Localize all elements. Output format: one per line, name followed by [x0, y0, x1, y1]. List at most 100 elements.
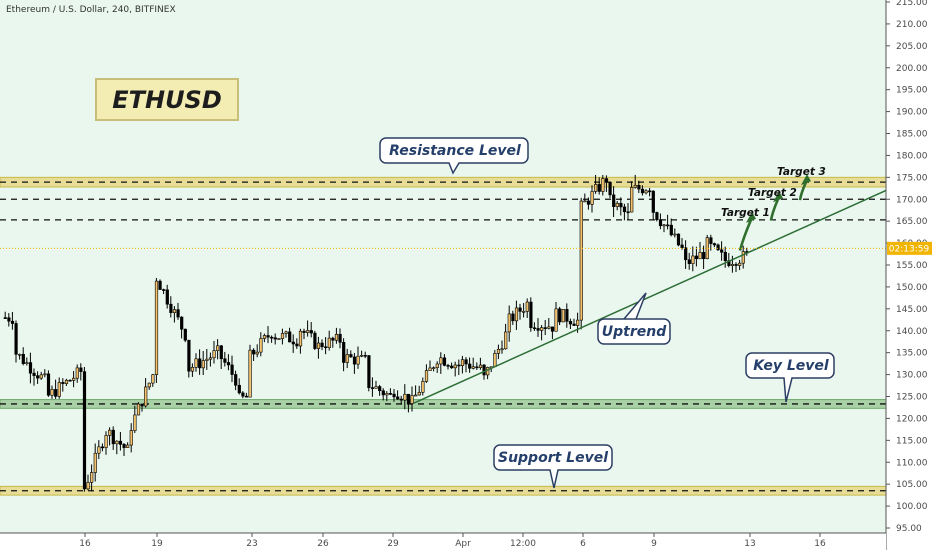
bear-candle-body — [586, 200, 591, 205]
bear-candle-body — [266, 335, 270, 338]
candle — [57, 377, 61, 399]
bear-candle-body — [324, 346, 328, 349]
bear-candle-body — [28, 362, 33, 374]
bear-candle-body — [676, 233, 681, 246]
bull-candle-body — [500, 348, 504, 351]
candle — [154, 277, 159, 383]
y-tick-label: 185.00 — [896, 130, 928, 140]
bull-candle-body — [50, 389, 54, 396]
uptrend-callout-shape — [597, 292, 671, 345]
bull-candle-body — [57, 382, 61, 397]
candle — [205, 348, 209, 370]
bear-candle-body — [187, 339, 191, 372]
candle — [252, 348, 256, 361]
support-callout-shape — [493, 444, 613, 489]
bear-candle-body — [669, 224, 673, 236]
bear-candle-body — [100, 446, 105, 449]
candle — [313, 330, 317, 350]
candle — [396, 390, 400, 401]
bull-candle-body — [741, 251, 745, 264]
candle — [115, 440, 119, 455]
candle — [363, 351, 367, 359]
bull-candle-body — [277, 338, 281, 340]
bear-candle-body — [7, 317, 11, 322]
bull-candle-body — [579, 200, 583, 321]
bear-candle-body — [511, 313, 515, 322]
candle — [162, 288, 166, 295]
bear-candle-body — [392, 393, 396, 398]
candle — [637, 180, 641, 194]
candle — [561, 309, 565, 323]
candle — [651, 190, 655, 220]
y-tick-label: 125.00 — [896, 393, 928, 403]
candle — [259, 332, 263, 357]
candle — [709, 234, 713, 251]
candle — [410, 386, 414, 412]
candle — [457, 359, 461, 376]
bull-candle-body — [691, 255, 695, 264]
candle — [72, 371, 76, 388]
bull-candle-body — [39, 374, 43, 379]
bull-candle-body — [496, 348, 501, 354]
bear-candle-body — [270, 336, 274, 339]
target-3-arrow — [798, 174, 811, 201]
bull-candle-body — [316, 342, 321, 349]
candle — [536, 318, 540, 337]
bear-candle-body — [619, 202, 623, 208]
candle — [385, 391, 389, 402]
candle — [180, 316, 184, 339]
bull-candle-body — [18, 353, 22, 356]
bear-candle-body — [468, 363, 472, 369]
bull-candle-body — [504, 331, 508, 350]
target-1-arrow-shaft — [738, 219, 753, 251]
candle — [554, 301, 558, 332]
bear-candle-body — [532, 327, 537, 330]
bear-candle-body — [349, 354, 353, 358]
candle — [712, 242, 717, 248]
candle — [543, 320, 547, 336]
bear-candle-body — [637, 185, 641, 190]
candle — [622, 203, 627, 221]
candle — [522, 302, 526, 318]
candle — [648, 187, 652, 197]
y-tick-label: 200.00 — [896, 64, 928, 74]
bear-candle-body — [597, 184, 601, 192]
candle — [93, 443, 97, 482]
y-tick-label: 165.00 — [896, 217, 928, 227]
y-tick-label: 205.00 — [896, 42, 928, 52]
candle — [586, 197, 591, 210]
candle — [673, 228, 677, 238]
support-callout: Support Level — [493, 444, 613, 489]
bull-candle-body — [601, 178, 605, 192]
candle — [439, 352, 443, 374]
candle — [414, 385, 418, 397]
bull-candle-body — [298, 330, 303, 347]
candle — [147, 382, 151, 390]
bull-candle-body — [561, 309, 565, 323]
bull-candle-body — [259, 338, 263, 353]
candle — [475, 362, 479, 371]
candle — [54, 379, 58, 399]
candle — [666, 214, 670, 230]
candle — [547, 318, 551, 330]
candle — [176, 302, 180, 320]
bull-candle-body — [75, 367, 79, 379]
bear-candle-body — [684, 247, 688, 261]
candle — [612, 186, 616, 217]
candle — [104, 431, 108, 455]
candle — [684, 240, 688, 269]
bull-candle-body — [194, 358, 198, 368]
bull-candle-body — [345, 354, 349, 363]
bear-candle-body — [342, 342, 346, 363]
x-tick-label: 19 — [151, 539, 163, 549]
bull-candle-body — [424, 370, 429, 382]
bear-candle-body — [252, 349, 256, 355]
bull-candle-body — [662, 224, 666, 227]
candle — [518, 303, 522, 320]
y-tick-label: 110.00 — [896, 458, 928, 468]
candle — [291, 334, 295, 353]
bear-candle-body — [68, 379, 72, 382]
bull-candle-body — [576, 319, 580, 326]
bear-candle-body — [565, 309, 569, 322]
